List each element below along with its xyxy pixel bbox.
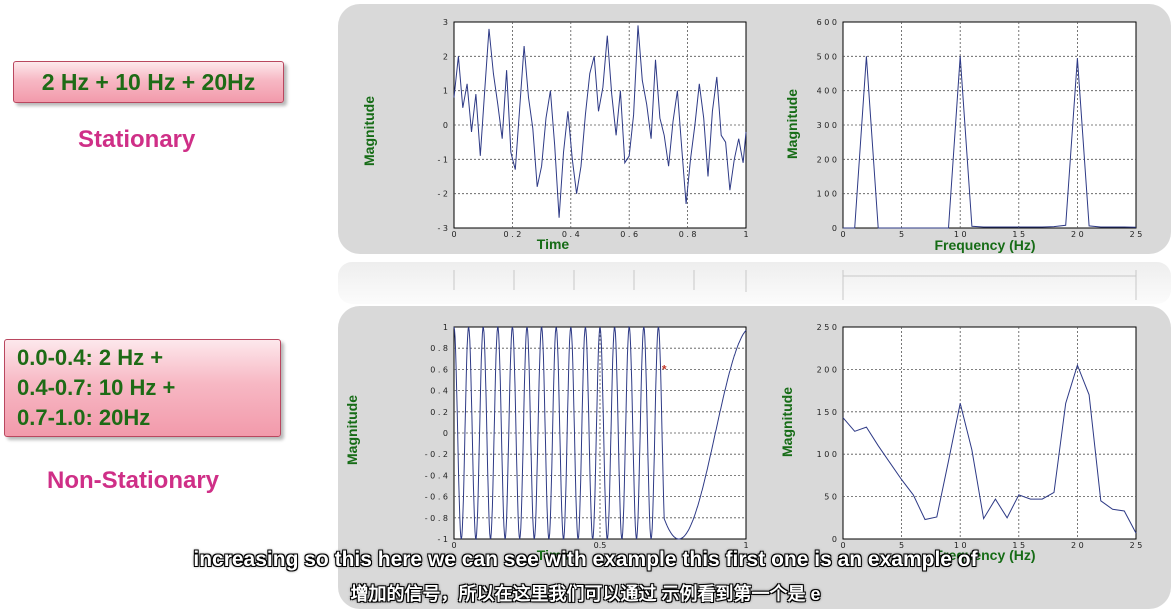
x-tick-label: 1 0 bbox=[954, 230, 967, 239]
y-tick-label: - 3 bbox=[437, 224, 448, 233]
signal1-formula: 2 Hz + 10 Hz + 20Hz bbox=[41, 69, 256, 95]
y-tick-label: - 0 . 4 bbox=[425, 471, 448, 480]
reflection-ghost-lines bbox=[453, 270, 1137, 300]
x-tick-label: 2 5 bbox=[1130, 541, 1143, 550]
y-tick-label: 2 0 0 bbox=[817, 155, 837, 164]
chart-4: 0 5 1 0 1 5 2 0 2 5 0 5 0 1 0 0 1 5 0 2 0 0 2 5 0 Fr… bbox=[779, 323, 1142, 563]
y-tick-label: - 2 bbox=[437, 190, 448, 199]
y-axis-label: Magnitude bbox=[779, 387, 795, 457]
y-tick-label: 1 0 0 bbox=[817, 190, 837, 199]
x-axis-label: Frequency (Hz) bbox=[934, 237, 1035, 253]
series-line bbox=[842, 363, 1137, 534]
y-tick-label: 1 bbox=[443, 323, 448, 332]
y-tick-label: 2 0 0 bbox=[817, 365, 837, 374]
y-tick-label: 1 0 0 bbox=[817, 450, 837, 459]
chart-2: 0 5 1 0 1 5 2 0 2 5 0 1 0 0 2 0 0 3 0 0 4 0 0 5 0 0… bbox=[784, 18, 1142, 253]
y-axis-label: Magnitude bbox=[361, 96, 377, 166]
y-tick-label: 5 0 0 bbox=[817, 52, 837, 61]
x-tick-label: 0 bbox=[840, 541, 845, 550]
y-axis-label: Magnitude bbox=[784, 89, 800, 159]
series-line bbox=[843, 56, 1137, 229]
chart-3: 0 0.5 1 - 1 - 0 . 8 - 0 . 6 - 0 . 4 - 0 . 2 0 0 .… bbox=[344, 323, 749, 563]
signal2-line-1: 0.0-0.4: 2 Hz + bbox=[17, 345, 164, 370]
subtitle-chinese: 增加的信号，所以在这里我们可以通过 示例看到第一个是 e bbox=[350, 584, 821, 604]
y-axis-label: Magnitude bbox=[344, 395, 360, 465]
x-tick-label: 1 bbox=[743, 230, 748, 239]
x-tick-label: 1 5 bbox=[1012, 230, 1025, 239]
x-tick-label: 1 5 bbox=[1012, 541, 1025, 550]
y-tick-label: 0 bbox=[443, 121, 448, 130]
x-axis-label: Time bbox=[537, 547, 570, 563]
plot-area bbox=[842, 326, 1137, 540]
signal1-type-label: Stationary bbox=[78, 126, 196, 153]
x-tick-label: 1 bbox=[743, 541, 748, 550]
x-tick-label: 0 . 6 bbox=[620, 230, 638, 239]
y-tick-label: 2 5 0 bbox=[817, 323, 837, 332]
subtitle-english: increasing so this here we can see with … bbox=[193, 548, 978, 571]
series-line bbox=[453, 325, 747, 541]
chart-1: 0 0 . 2 0 . 4 0 . 6 0 . 8 1 - 3 - 2 - 1 0 1 2 3 Time M… bbox=[361, 18, 749, 252]
x-tick-label: 0 . 2 bbox=[503, 230, 521, 239]
x-tick-label: 0 bbox=[451, 230, 456, 239]
y-tick-label: - 0 . 8 bbox=[425, 514, 448, 523]
y-tick-label: 3 bbox=[443, 18, 448, 27]
y-tick-label: 3 0 0 bbox=[817, 121, 837, 130]
signal1-formula-box: 2 Hz + 10 Hz + 20Hz bbox=[13, 61, 284, 103]
y-tick-label: - 0 . 2 bbox=[425, 450, 448, 459]
y-tick-label: 0 bbox=[832, 535, 837, 544]
y-tick-label: - 1 bbox=[437, 155, 448, 164]
signal2-line-3: 0.7-1.0: 20Hz bbox=[17, 405, 151, 430]
series-line bbox=[453, 25, 747, 218]
y-tick-label: 5 0 bbox=[824, 493, 837, 502]
x-tick-label: 5 bbox=[899, 541, 904, 550]
y-tick-label: - 0 . 6 bbox=[425, 493, 448, 502]
x-tick-label: 0.5 bbox=[594, 541, 607, 550]
signal2-type-label: Non-Stationary bbox=[47, 467, 220, 494]
y-tick-label: 0 . 6 bbox=[430, 365, 448, 374]
y-tick-label: 6 0 0 bbox=[817, 18, 837, 27]
signal2-formula-box: 0.0-0.4: 2 Hz + 0.4-0.7: 10 Hz + 0.7-1.0… bbox=[4, 339, 281, 437]
y-tick-label: 4 0 0 bbox=[817, 87, 837, 96]
y-tick-label: 0 . 8 bbox=[430, 344, 448, 353]
x-axis-label: Frequency (Hz) bbox=[934, 547, 1035, 563]
signal2-line-2: 0.4-0.7: 10 Hz + bbox=[17, 375, 176, 400]
y-tick-label: 0 . 2 bbox=[430, 408, 448, 417]
y-tick-label: 1 bbox=[443, 87, 448, 96]
x-tick-label: 2 0 bbox=[1071, 230, 1084, 239]
x-tick-label: 0 . 4 bbox=[562, 230, 580, 239]
y-tick-label: - 1 bbox=[437, 535, 448, 544]
x-tick-label: 0 . 8 bbox=[679, 230, 697, 239]
x-tick-label: 0 bbox=[451, 541, 456, 550]
y-tick-label: 1 5 0 bbox=[817, 408, 837, 417]
x-tick-label: 1 0 bbox=[954, 541, 967, 550]
y-tick-label: 0 bbox=[443, 429, 448, 438]
cursor-marker: * bbox=[662, 362, 667, 376]
x-tick-label: 2 0 bbox=[1071, 541, 1084, 550]
y-tick-label: 2 bbox=[443, 52, 448, 61]
x-tick-label: 5 bbox=[899, 230, 904, 239]
y-tick-label: 0 bbox=[832, 224, 837, 233]
y-tick-label: 0 . 4 bbox=[430, 387, 448, 396]
panel-reflection bbox=[338, 262, 1171, 304]
x-axis-label: Time bbox=[537, 236, 570, 252]
x-tick-label: 0 bbox=[840, 230, 845, 239]
x-tick-label: 2 5 bbox=[1130, 230, 1143, 239]
